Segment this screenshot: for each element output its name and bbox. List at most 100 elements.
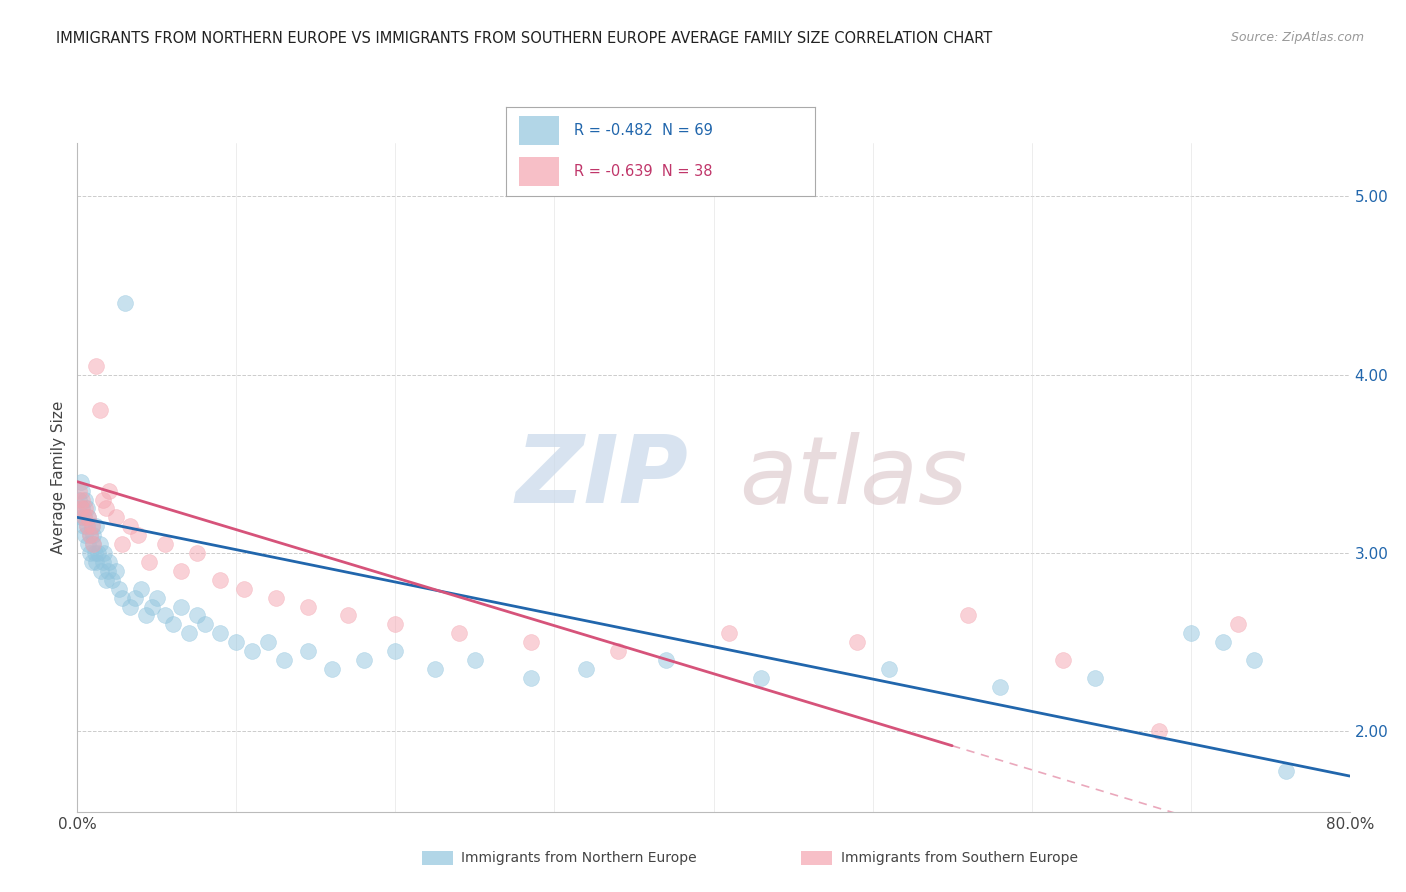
Point [86, 555, 108, 569]
Point [118, 519, 141, 533]
Point [162, 617, 184, 632]
Point [91, 492, 114, 507]
Point [1147, 724, 1170, 739]
Point [82, 528, 104, 542]
Point [519, 635, 541, 649]
Point [94, 573, 117, 587]
Point [69, 510, 91, 524]
Point [336, 608, 359, 623]
Point [79, 528, 101, 542]
Point [749, 671, 772, 685]
Point [273, 653, 295, 667]
Point [79, 528, 101, 542]
Point [575, 662, 598, 676]
Point [877, 662, 900, 676]
Point [1275, 764, 1298, 778]
Y-axis label: Average Family Size: Average Family Size [51, 401, 66, 554]
Point [1052, 653, 1074, 667]
Point [170, 564, 193, 578]
Point [77, 510, 100, 524]
Point [297, 599, 319, 614]
Point [153, 608, 176, 623]
Point [67, 492, 90, 507]
Text: R = -0.482  N = 69: R = -0.482 N = 69 [574, 123, 713, 137]
Point [353, 653, 375, 667]
Point [70, 483, 93, 498]
Point [146, 591, 169, 605]
Point [73, 510, 96, 524]
Point [153, 537, 176, 551]
Point [75, 501, 97, 516]
Point [79, 546, 101, 560]
Point [1227, 617, 1250, 632]
Point [114, 296, 136, 310]
Point [194, 617, 217, 632]
Point [98, 483, 121, 498]
Point [425, 662, 447, 676]
Point [77, 510, 100, 524]
Point [127, 528, 149, 542]
Point [80, 519, 103, 533]
Point [233, 582, 256, 596]
Point [76, 501, 98, 516]
Point [607, 644, 630, 658]
Point [1180, 626, 1202, 640]
Point [321, 662, 343, 676]
Text: IMMIGRANTS FROM NORTHERN EUROPE VS IMMIGRANTS FROM SOUTHERN EUROPE AVERAGE FAMIL: IMMIGRANTS FROM NORTHERN EUROPE VS IMMIG… [56, 31, 993, 46]
Point [76, 519, 98, 533]
Point [1084, 671, 1107, 685]
Point [86, 519, 108, 533]
Point [464, 653, 486, 667]
Point [225, 635, 247, 649]
Point [135, 608, 157, 623]
Text: Immigrants from Southern Europe: Immigrants from Southern Europe [841, 851, 1078, 865]
Point [96, 564, 118, 578]
Point [89, 403, 111, 417]
Point [209, 573, 232, 587]
Point [118, 599, 141, 614]
FancyBboxPatch shape [519, 116, 558, 145]
Text: atlas: atlas [740, 432, 967, 523]
Point [70, 501, 93, 516]
Text: Source: ZipAtlas.com: Source: ZipAtlas.com [1230, 31, 1364, 45]
Point [111, 591, 134, 605]
Point [104, 564, 127, 578]
Point [82, 537, 104, 551]
Point [1212, 635, 1234, 649]
Point [86, 359, 108, 373]
Point [89, 537, 111, 551]
Point [75, 528, 97, 542]
Point [1243, 653, 1265, 667]
Point [76, 519, 98, 533]
Point [87, 546, 110, 560]
Point [988, 680, 1011, 694]
Point [240, 644, 263, 658]
Point [845, 635, 868, 649]
Point [101, 573, 124, 587]
Point [69, 501, 91, 516]
Point [718, 626, 741, 640]
Point [186, 546, 208, 560]
Point [73, 519, 96, 533]
Point [449, 626, 471, 640]
Point [94, 501, 117, 516]
Point [104, 510, 127, 524]
Point [138, 555, 160, 569]
Point [384, 617, 406, 632]
Point [77, 537, 100, 551]
Point [124, 591, 146, 605]
Point [90, 564, 112, 578]
Point [129, 582, 152, 596]
Point [69, 475, 91, 489]
FancyBboxPatch shape [519, 157, 558, 186]
Point [384, 644, 406, 658]
FancyBboxPatch shape [801, 851, 832, 865]
Point [91, 555, 114, 569]
Point [73, 510, 96, 524]
Point [70, 492, 93, 507]
Point [257, 635, 280, 649]
Point [655, 653, 678, 667]
Text: Immigrants from Northern Europe: Immigrants from Northern Europe [461, 851, 697, 865]
Point [107, 582, 129, 596]
Point [80, 555, 103, 569]
